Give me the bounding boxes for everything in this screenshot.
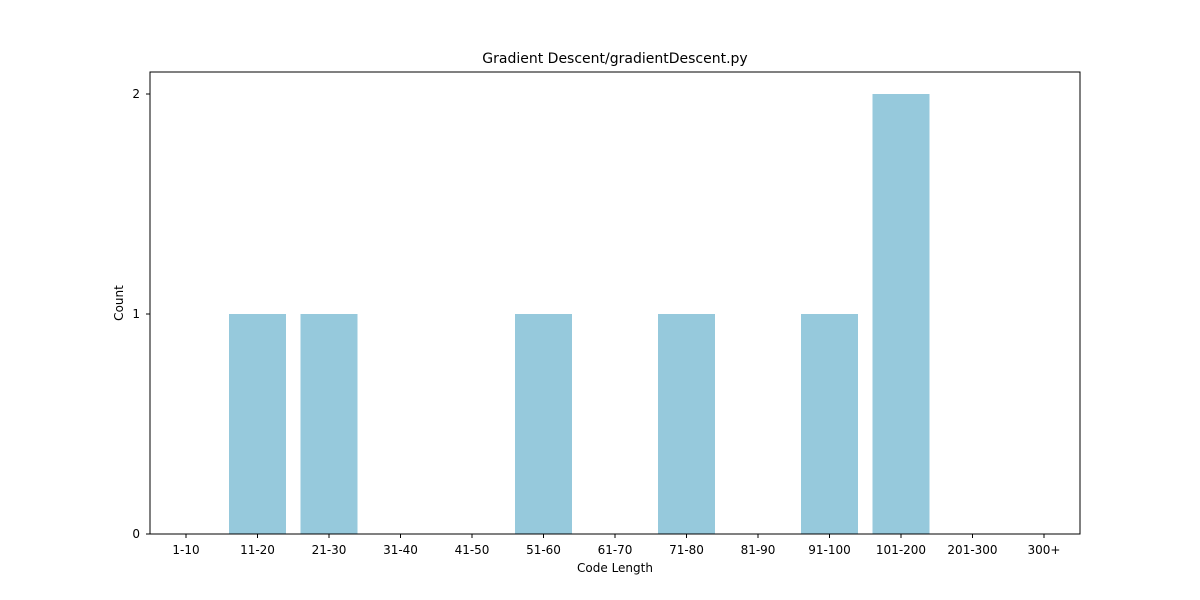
y-axis: 0 1 2 xyxy=(132,87,150,541)
x-tick-label: 61-70 xyxy=(598,543,633,557)
x-tick-label: 31-40 xyxy=(383,543,418,557)
y-tick-label: 0 xyxy=(132,527,140,541)
x-tick-label: 41-50 xyxy=(455,543,490,557)
bar-51-60 xyxy=(515,314,572,534)
x-tick-label: 51-60 xyxy=(526,543,561,557)
x-tick-label: 201-300 xyxy=(947,543,997,557)
y-axis-label: Count xyxy=(112,285,126,321)
y-tick-label: 1 xyxy=(132,307,140,321)
x-tick-label: 91-100 xyxy=(808,543,851,557)
plot-frame xyxy=(149,71,1081,535)
x-tick-label: 1-10 xyxy=(172,543,199,557)
chart-title: Gradient Descent/gradientDescent.py xyxy=(482,51,747,67)
bar-21-30 xyxy=(300,314,358,534)
x-tick-label: 300+ xyxy=(1028,543,1061,557)
bar-101-200 xyxy=(872,94,930,534)
bar-91-100 xyxy=(801,314,858,534)
x-tick-label: 21-30 xyxy=(312,543,347,557)
x-tick-label: 101-200 xyxy=(876,543,926,557)
bars-group xyxy=(229,94,930,534)
bar-11-20 xyxy=(229,314,286,534)
x-tick-label: 81-90 xyxy=(741,543,776,557)
x-tick-label: 71-80 xyxy=(669,543,704,557)
x-axis-label: Code Length xyxy=(577,561,653,575)
x-tick-label: 11-20 xyxy=(240,543,275,557)
bar-71-80 xyxy=(658,314,715,534)
y-tick-label: 2 xyxy=(132,87,140,101)
x-axis: 1-10 11-20 21-30 31-40 41-50 51-60 61-70 71-80 8… xyxy=(172,534,1060,557)
